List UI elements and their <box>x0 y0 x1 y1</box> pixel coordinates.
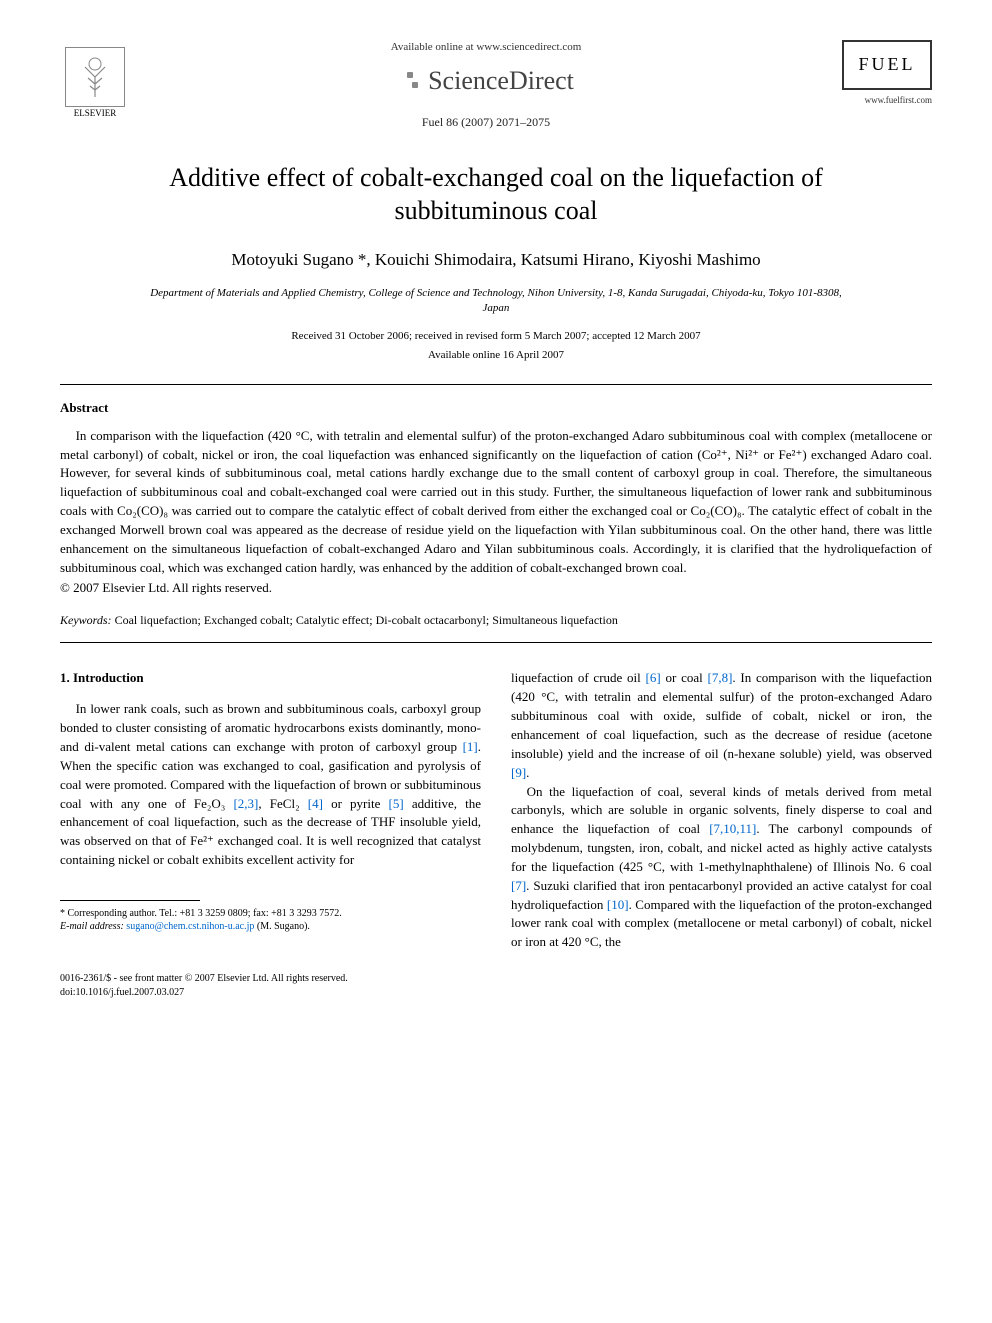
rule-top <box>60 384 932 385</box>
text-fragment: , FeCl₂ <box>258 796 307 811</box>
footer-front-matter: 0016-2361/$ - see front matter © 2007 El… <box>60 972 348 986</box>
text-fragment: In lower rank coals, such as brown and s… <box>60 701 481 754</box>
keywords-text: Coal liquefaction; Exchanged cobalt; Cat… <box>112 613 618 627</box>
ref-link-7-8[interactable]: [7,8] <box>707 670 732 685</box>
fuel-logo-box: FUEL <box>842 40 932 90</box>
ref-link-7[interactable]: [7] <box>511 878 526 893</box>
footnote-corr: * Corresponding author. Tel.: +81 3 3259… <box>60 907 481 920</box>
footnote-email-label: E-mail address: <box>60 921 124 932</box>
abstract-copyright: © 2007 Elsevier Ltd. All rights reserved… <box>60 579 932 597</box>
elsevier-label: ELSEVIER <box>74 107 117 120</box>
intro-para-2-right: On the liquefaction of coal, several kin… <box>511 783 932 953</box>
text-fragment: or coal <box>661 670 708 685</box>
header-strip: ELSEVIER Available online at www.science… <box>60 40 932 131</box>
fuel-url: www.fuelfirst.com <box>842 94 932 107</box>
center-header: Available online at www.sciencedirect.co… <box>130 40 842 131</box>
rule-bottom <box>60 642 932 643</box>
keywords-label: Keywords: <box>60 613 112 627</box>
elsevier-tree-icon <box>65 47 125 107</box>
intro-para-1-left: In lower rank coals, such as brown and s… <box>60 700 481 870</box>
intro-para-1-right: liquefaction of crude oil [6] or coal [7… <box>511 669 932 782</box>
footnote-email-line: E-mail address: sugano@chem.cst.nihon-u.… <box>60 920 481 933</box>
elsevier-logo: ELSEVIER <box>60 40 130 120</box>
article-dates: Received 31 October 2006; received in re… <box>60 329 932 344</box>
column-right: liquefaction of crude oil [6] or coal [7… <box>511 669 932 952</box>
text-fragment: or pyrite <box>323 796 389 811</box>
corresponding-author-footnote: * Corresponding author. Tel.: +81 3 3259… <box>60 907 481 933</box>
sciencedirect-icon <box>398 70 422 94</box>
ref-link-7-10-11[interactable]: [7,10,11] <box>709 821 756 836</box>
ref-link-4[interactable]: [4] <box>308 796 323 811</box>
text-fragment: . <box>526 765 529 780</box>
footer-doi: doi:10.1016/j.fuel.2007.03.027 <box>60 986 348 1000</box>
ref-link-10[interactable]: [10] <box>607 897 629 912</box>
column-left: 1. Introduction In lower rank coals, suc… <box>60 669 481 952</box>
sciencedirect-logo: ScienceDirect <box>130 63 842 99</box>
affiliation: Department of Materials and Applied Chem… <box>140 286 852 317</box>
fuel-logo-block: FUEL www.fuelfirst.com <box>842 40 932 107</box>
text-fragment: liquefaction of crude oil <box>511 670 646 685</box>
sciencedirect-text: ScienceDirect <box>428 63 574 99</box>
ref-link-5[interactable]: [5] <box>389 796 404 811</box>
footer-bar: 0016-2361/$ - see front matter © 2007 El… <box>60 972 932 1000</box>
ref-link-9[interactable]: [9] <box>511 765 526 780</box>
footnote-rule <box>60 900 200 901</box>
journal-reference: Fuel 86 (2007) 2071–2075 <box>130 114 842 131</box>
fuel-label: FUEL <box>859 52 916 77</box>
ref-link-2-3[interactable]: [2,3] <box>233 796 258 811</box>
ref-link-6[interactable]: [6] <box>646 670 661 685</box>
footnote-email-tail: (M. Sugano). <box>254 921 310 932</box>
two-column-body: 1. Introduction In lower rank coals, suc… <box>60 669 932 952</box>
available-online-text: Available online at www.sciencedirect.co… <box>130 40 842 55</box>
article-title: Additive effect of cobalt-exchanged coal… <box>100 161 892 229</box>
section-1-heading: 1. Introduction <box>60 669 481 688</box>
abstract-body: In comparison with the liquefaction (420… <box>60 427 932 578</box>
available-online-date: Available online 16 April 2007 <box>60 348 932 363</box>
keywords-line: Keywords: Coal liquefaction; Exchanged c… <box>60 612 932 629</box>
ref-link-1[interactable]: [1] <box>463 739 478 754</box>
authors: Motoyuki Sugano *, Kouichi Shimodaira, K… <box>60 248 932 272</box>
abstract-heading: Abstract <box>60 399 932 417</box>
footer-left: 0016-2361/$ - see front matter © 2007 El… <box>60 972 348 1000</box>
footnote-email-link[interactable]: sugano@chem.cst.nihon-u.ac.jp <box>124 921 255 932</box>
